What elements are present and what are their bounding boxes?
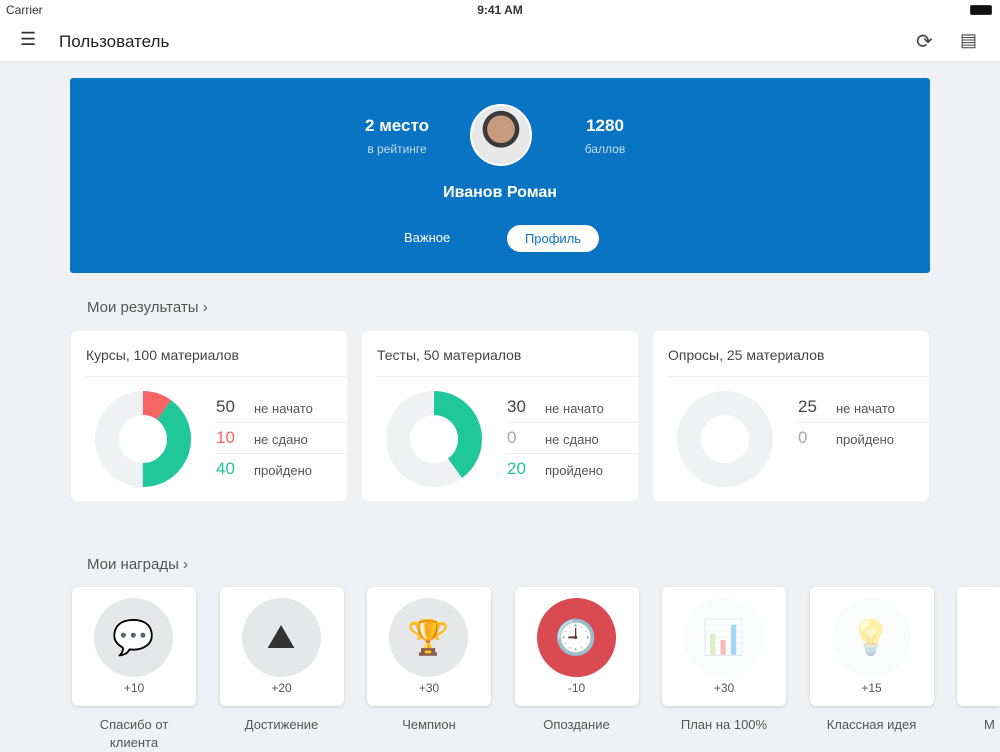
award-points: +30 [713, 681, 735, 695]
result-count: 10 [216, 428, 235, 447]
results-title: Мои результаты [87, 299, 199, 316]
result-row: 20 пройдено [507, 454, 638, 485]
award-card[interactable]: 🕘 -10 [514, 587, 639, 706]
points-value: 1280 [586, 116, 624, 135]
lightbulb-icon: 💡 [831, 598, 911, 677]
avatar [470, 104, 532, 166]
heart-chat-icon: 💬 [94, 598, 173, 677]
donut-chart [386, 391, 482, 487]
result-label: пройдено [545, 463, 603, 478]
card-title: Опросы, 25 материалов [668, 347, 825, 363]
result-count: 40 [216, 459, 235, 478]
award-card[interactable]: 💬 +10 [72, 587, 196, 706]
award-label: Опоздание [543, 717, 610, 732]
award-label: Чемпион [402, 717, 456, 732]
result-label: не начато [836, 401, 895, 416]
card-title: Курсы, 100 материалов [86, 347, 239, 363]
donut-passed-segment [95, 391, 191, 487]
rank-label: в рейтинге [367, 142, 427, 156]
result-row: 25 не начато [798, 392, 929, 423]
refresh-icon[interactable]: ⟳ [916, 31, 933, 53]
award-points: +20 [271, 681, 292, 695]
result-label: пройдено [254, 463, 312, 478]
nav-bar: ☰ Пользователь ⟳ ▤ [0, 20, 1000, 62]
chevron-right-icon: › [202, 299, 208, 316]
result-row: 10 не сдано [216, 423, 347, 454]
message-icon[interactable]: ▤ [960, 30, 978, 50]
donut-chart [677, 391, 773, 487]
result-card[interactable]: Опросы, 25 материалов 25 не начато 0 пройде… [653, 331, 929, 501]
award-points: +15 [861, 681, 882, 695]
award-card[interactable]: 🏆 +30 [367, 587, 491, 706]
user-name: Иванов Роман [443, 184, 557, 201]
divider [377, 376, 638, 377]
divider [86, 376, 347, 377]
donut-passed-segment [386, 391, 482, 487]
result-row: 0 не сдано [507, 423, 638, 454]
result-label: не начато [254, 401, 313, 416]
award-label: Спасибо от клиента [99, 717, 169, 750]
result-row: 40 пройдено [216, 454, 347, 485]
result-row: 30 не начато [507, 392, 638, 423]
result-label: не сдано [254, 432, 308, 447]
result-count: 20 [507, 459, 526, 478]
result-card[interactable]: Курсы, 100 материалов 50 не начато 10 не сд… [71, 331, 347, 501]
award-card[interactable]: 💡 +15 [809, 587, 934, 706]
hamburger-icon[interactable]: ☰ [20, 29, 37, 49]
awards-title: Мои награды [87, 556, 179, 573]
mountain-flag-icon: ⛰ [241, 598, 321, 677]
card-title: Тесты, 50 материалов [377, 347, 522, 363]
page-title: Пользователь [59, 32, 170, 51]
status-bar: Carrier 9:41 AM [0, 0, 1000, 20]
tab-profile[interactable]: Профиль [507, 225, 599, 252]
result-row: 50 не начато [216, 392, 347, 423]
result-label: не сдано [545, 432, 599, 447]
results-link[interactable]: Мои результаты › [87, 299, 208, 316]
award-card[interactable]: ⛰ +20 [219, 587, 344, 706]
result-label: не начато [545, 401, 604, 416]
divider [668, 376, 929, 377]
points-label: баллов [584, 142, 626, 156]
result-count: 0 [507, 428, 517, 447]
points-stat: 1280 баллов [545, 116, 665, 156]
award-points: +10 [123, 681, 145, 695]
trophy-icon: 🏆 [389, 598, 468, 677]
award-label: М [984, 717, 995, 732]
clock-icon: 🕘 [536, 598, 616, 677]
award-label: План на 100% [680, 717, 768, 732]
chevron-right-icon: › [183, 556, 189, 573]
result-row: 0 пройдено [798, 423, 929, 454]
result-count: 30 [507, 397, 526, 416]
award-label: Достижение [244, 717, 319, 732]
award-card[interactable]: 📊 +30 [662, 587, 786, 706]
result-label: пройдено [836, 432, 894, 447]
chart-icon: 📊 [684, 598, 763, 677]
donut-failed-segment [95, 391, 191, 487]
award-points: -10 [567, 681, 586, 695]
result-count: 25 [798, 397, 817, 416]
result-count: 0 [798, 428, 808, 447]
donut-track [677, 391, 773, 487]
donut-chart [95, 391, 191, 487]
clock: 9:41 AM [477, 3, 523, 17]
profile-banner: 2 место в рейтинге 1280 баллов Иванов Ро… [70, 78, 930, 273]
rank-stat: 2 место в рейтинге [337, 116, 457, 156]
result-count: 50 [216, 397, 235, 416]
result-card[interactable]: Тесты, 50 материалов 30 не начато 0 не сдан… [362, 331, 638, 501]
award-label: Классная идея [826, 717, 917, 732]
tab-important[interactable]: Важное [404, 230, 451, 245]
battery-icon [970, 5, 992, 15]
award-card[interactable] [957, 587, 1000, 706]
award-points: +30 [418, 681, 440, 695]
rank-value: 2 место [365, 116, 429, 135]
awards-link[interactable]: Мои награды › [87, 556, 188, 573]
carrier: Carrier [6, 3, 43, 17]
